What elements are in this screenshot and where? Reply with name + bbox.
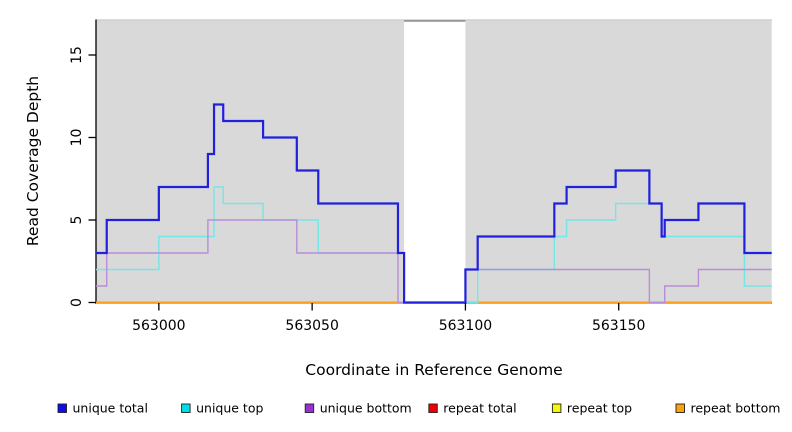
legend-swatch: [551, 403, 562, 413]
legend-label: unique bottom: [320, 401, 412, 416]
legend-swatch: [428, 403, 438, 413]
legend-item: unique top: [181, 401, 263, 416]
x-tick-label: 563150: [592, 318, 645, 334]
tick-labels: 0 5 10 15 563000 563050 563100 563150: [69, 46, 646, 334]
x-axis-title: Coordinate in Reference Genome: [305, 361, 562, 379]
series-line-unique-total: [96, 103, 772, 304]
legend-swatch: [304, 403, 315, 413]
x-tick-label: 563100: [439, 318, 492, 334]
y-tick-label: 15: [69, 46, 85, 64]
legend-item: repeat total: [428, 401, 517, 416]
legend-label: repeat total: [443, 401, 516, 416]
series-lines: [96, 103, 772, 304]
shaded-region: [465, 20, 772, 303]
legend-label: unique total: [73, 401, 148, 416]
x-tick-label: 563050: [285, 318, 338, 334]
legend-label: repeat top: [567, 401, 632, 416]
shaded-coverage-regions: [96, 20, 772, 303]
tick-marks: [88, 54, 620, 311]
x-tick-label: 563000: [132, 318, 185, 334]
legend-label: repeat bottom: [691, 401, 781, 416]
shaded-region: [96, 20, 405, 303]
region-edge-lines: [96, 19, 772, 22]
legend: unique total unique top unique bottom repea…: [57, 401, 781, 416]
legend-item: repeat bottom: [675, 401, 781, 416]
legend-label: unique top: [196, 401, 263, 416]
legend-swatch: [675, 403, 685, 413]
legend-item: repeat top: [551, 401, 632, 416]
y-tick-label: 0: [69, 298, 85, 307]
legend-swatch: [181, 403, 191, 413]
y-axis-title: Read Coverage Depth: [24, 76, 42, 246]
y-tick-label: 10: [69, 129, 85, 147]
y-tick-label: 5: [69, 216, 85, 225]
legend-item: unique bottom: [304, 401, 412, 416]
legend-item: unique total: [57, 401, 148, 416]
legend-swatch: [57, 403, 67, 413]
